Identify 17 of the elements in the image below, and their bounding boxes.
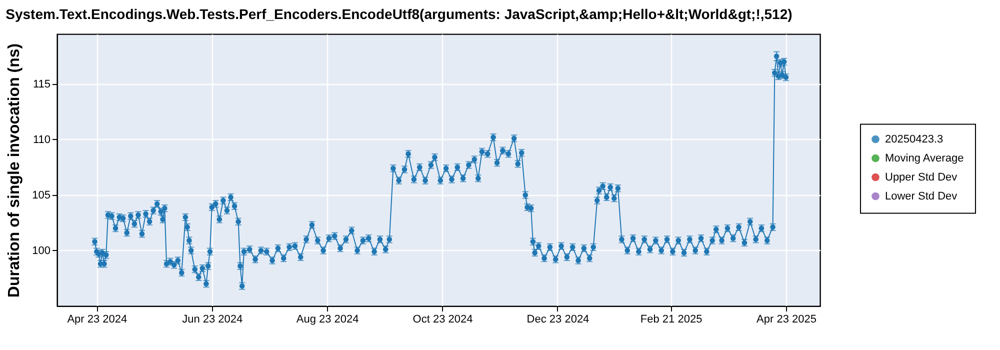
x-tick-label: Apr 23 2025 bbox=[756, 314, 816, 326]
x-tick-label: Feb 21 2025 bbox=[640, 314, 702, 326]
y-axis-title: Duration of single invocation (ns) bbox=[6, 43, 24, 298]
legend-label: 20250423.3 bbox=[885, 133, 944, 146]
y-tick-label: 110 bbox=[32, 134, 50, 146]
y-tick-label: 100 bbox=[32, 244, 50, 257]
x-tick-label: Apr 23 2024 bbox=[67, 314, 128, 326]
x-tick-label: Oct 23 2024 bbox=[412, 314, 473, 326]
x-tick-label: Aug 23 2024 bbox=[296, 314, 359, 326]
x-tick-label: Jun 23 2024 bbox=[182, 314, 243, 326]
legend-label: Lower Std Dev bbox=[885, 190, 958, 202]
y-tick-label: 115 bbox=[32, 78, 50, 90]
legend-label: Upper Std Dev bbox=[885, 171, 958, 184]
chart-title: System.Text.Encodings.Web.Tests.Perf_Encoders.EncodeUtf8(arguments: JavaScript,&amp;Hello+&lt;World&gt;!,512) bbox=[6, 6, 792, 22]
legend-label: Moving Average bbox=[885, 152, 964, 164]
x-tick-label: Dec 23 2024 bbox=[526, 314, 590, 326]
y-tick-label: 105 bbox=[32, 189, 50, 202]
